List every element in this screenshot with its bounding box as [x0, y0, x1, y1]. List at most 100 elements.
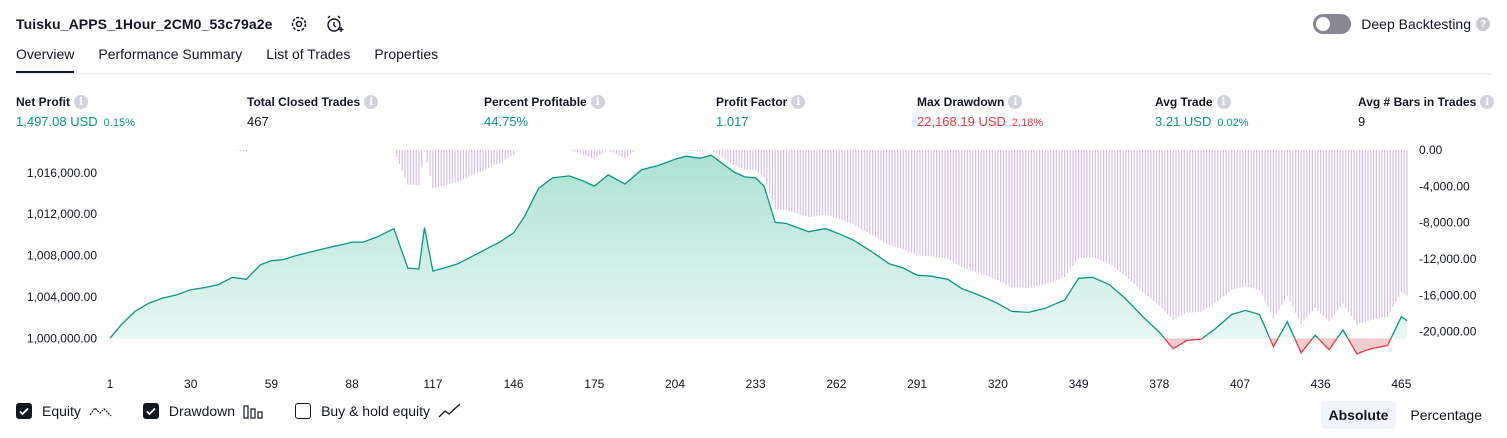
info-icon[interactable]: i [364, 95, 379, 109]
drawdown-bar [451, 150, 453, 184]
drawdown-bar [796, 150, 799, 214]
left-axis-tick-label: 1,008,000.00 [27, 249, 97, 263]
drawdown-bar [1064, 150, 1066, 278]
metric-avg-bars: Avg # Bars in Trades i 9 [1358, 94, 1495, 130]
info-icon[interactable]: i [1480, 95, 1495, 109]
drawdown-bar [997, 150, 999, 281]
drawdown-bar [1219, 150, 1222, 299]
drawdown-bar [732, 150, 735, 165]
buy-hold-checkbox[interactable] [295, 403, 312, 419]
drawdown-bar [1306, 150, 1308, 318]
metric-percent: 2.18% [1011, 117, 1044, 129]
drawdown-bar [794, 150, 796, 213]
drawdown-bar [883, 150, 885, 242]
drawdown-bar [1225, 150, 1227, 295]
drawdown-bar [629, 150, 632, 154]
drawdown-bar [245, 150, 247, 152]
drawdown-bar [435, 150, 437, 188]
drawdown-bar [922, 150, 924, 256]
drawdown-bar [1217, 150, 1219, 301]
drawdown-bar [1005, 150, 1007, 285]
drawdown-bar [418, 150, 420, 186]
drawdown-bar [1105, 150, 1107, 263]
drawdown-bar [504, 150, 506, 160]
drawdown-bar [1350, 150, 1352, 317]
metric-label: Net Profit [16, 95, 70, 109]
mode-absolute[interactable]: Absolute [1320, 401, 1397, 429]
drawdown-bar [1367, 150, 1369, 321]
drawdown-bar [1361, 150, 1364, 323]
drawdown-bar [613, 150, 615, 153]
drawdown-bar [930, 150, 932, 257]
equity-line-loss [110, 338, 1392, 355]
info-icon[interactable]: i [590, 95, 605, 109]
drawdown-bar [1008, 150, 1010, 286]
drawdown-bars [234, 150, 1408, 325]
drawdown-bar [1122, 150, 1124, 275]
legend-label: Equity [42, 403, 81, 419]
legend-buy-hold[interactable]: Buy & hold equity [295, 403, 462, 419]
drawdown-bar [927, 150, 929, 257]
drawdown-bar [1050, 150, 1052, 283]
equity-chart[interactable]: 1,016,000.00 1,012,000.00 1,008,000.00 1,00… [0, 142, 1507, 394]
drawdown-bar [1000, 150, 1002, 282]
drawdown-bar [696, 150, 698, 152]
drawdown-bar [493, 150, 495, 166]
drawdown-bar [1345, 150, 1347, 308]
drawdown-bar [1119, 150, 1121, 273]
drawdown-bar [741, 150, 743, 168]
x-axis-tick-label: 1 [107, 377, 114, 391]
deep-backtesting-toggle[interactable] [1313, 14, 1352, 34]
legend-label: Buy & hold equity [321, 403, 431, 419]
info-icon[interactable]: i [1216, 95, 1231, 109]
tab-list-of-trades[interactable]: List of Trades [266, 46, 351, 62]
drawdown-bar [1247, 150, 1249, 287]
drawdown-bar [746, 150, 748, 170]
drawdown-bar [966, 150, 968, 269]
gear-icon[interactable] [289, 14, 309, 34]
info-icon[interactable]: i [1008, 95, 1023, 109]
drawdown-bar [499, 150, 501, 163]
drawdown-bar [482, 150, 484, 171]
drawdown-bar [955, 150, 957, 264]
x-axis-tick-label: 146 [504, 377, 524, 391]
info-icon[interactable]: i [791, 95, 806, 109]
equity-checkbox[interactable] [16, 403, 32, 419]
drawdown-checkbox[interactable] [142, 403, 159, 419]
mode-percentage[interactable]: Percentage [1410, 407, 1482, 423]
drawdown-bar [919, 150, 921, 256]
drawdown-bar [771, 150, 773, 202]
legend-drawdown[interactable]: Drawdown [142, 403, 265, 419]
drawdown-bar [816, 150, 818, 216]
drawdown-bar [885, 150, 888, 244]
drawdown-bar [1153, 150, 1155, 301]
alarm-clock-add-icon[interactable] [325, 14, 345, 34]
drawdown-bar [1150, 150, 1152, 299]
drawdown-bar [1242, 150, 1244, 287]
drawdown-bar [1314, 150, 1316, 309]
drawdown-bar [621, 150, 623, 157]
tab-properties[interactable]: Properties [374, 46, 439, 62]
drawdown-bar [1111, 150, 1113, 266]
tab-overview[interactable]: Overview [16, 46, 75, 74]
metric-percent-profitable: Percent Profitable i 44.75% [484, 94, 605, 130]
x-axis-tick-label: 175 [584, 377, 604, 391]
drawdown-bar [802, 150, 804, 216]
question-circle-icon[interactable]: ? [1476, 17, 1490, 31]
drawdown-bar [1080, 150, 1082, 258]
drawdown-bar [908, 150, 910, 252]
drawdown-bar [1400, 150, 1402, 292]
drawdown-bar [744, 150, 746, 170]
drawdown-bar [1359, 150, 1361, 324]
metric-value: 9 [1358, 114, 1366, 129]
drawdown-bar [830, 150, 832, 217]
drawdown-bar [980, 150, 982, 274]
metric-label: Percent Profitable [484, 95, 587, 109]
metric-label: Avg # Bars in Trades [1358, 95, 1477, 109]
tab-performance-summary[interactable]: Performance Summary [98, 46, 243, 62]
drawdown-bar [1125, 150, 1127, 277]
drawdown-bar [599, 150, 601, 156]
info-icon[interactable]: i [74, 95, 88, 109]
drawdown-bar [1250, 150, 1252, 288]
legend-equity[interactable]: Equity [16, 403, 113, 419]
